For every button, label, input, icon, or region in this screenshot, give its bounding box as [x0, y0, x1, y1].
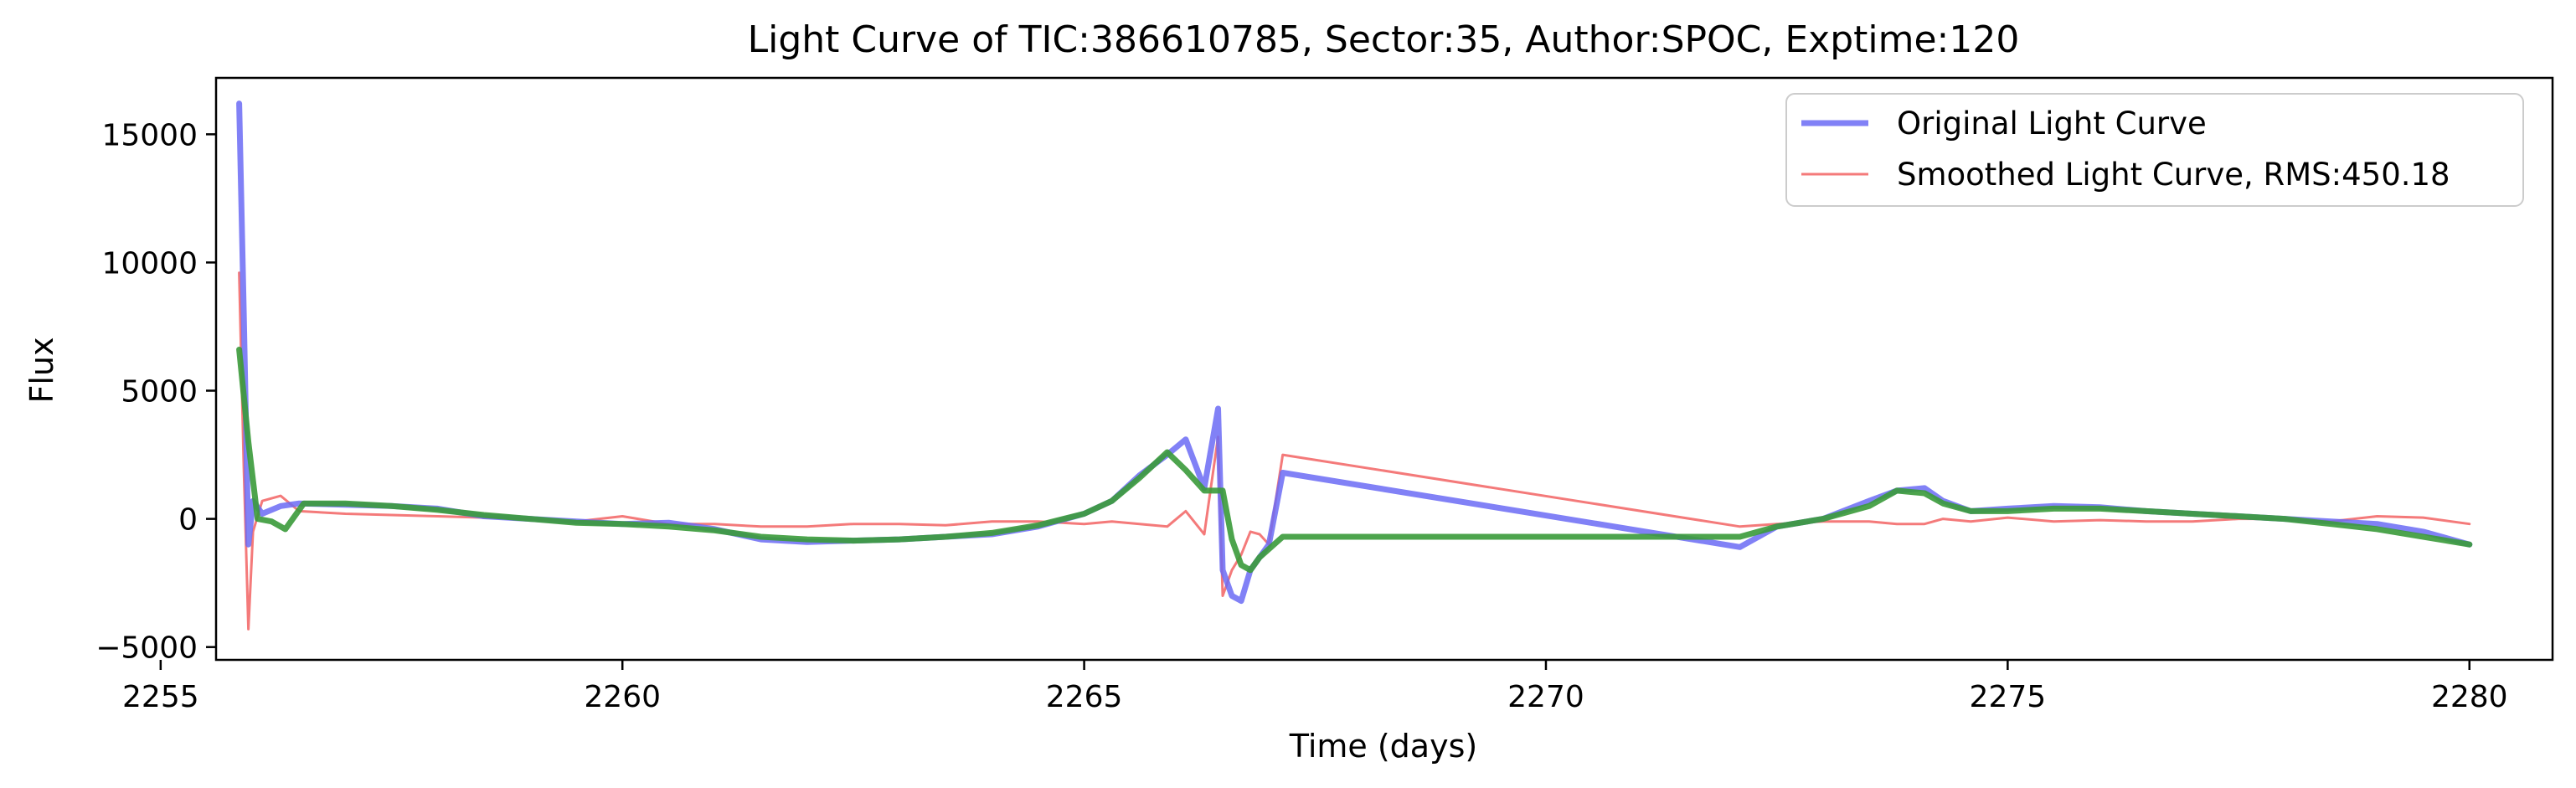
y-tick-label: 15000	[101, 118, 198, 152]
x-axis-label: Time (days)	[1289, 728, 1477, 765]
x-tick-label: 2265	[1046, 680, 1123, 714]
x-tick-label: 2280	[2431, 680, 2508, 714]
series-layer	[236, 100, 2473, 631]
plot-area	[214, 76, 2554, 662]
legend-label-smoothed: Smoothed Light Curve, RMS:450.18	[1897, 157, 2450, 193]
legend-label-original: Original Light Curve	[1897, 106, 2207, 142]
axis-ticks: 2255 2260 2265 2270 2275 2280 −5000 0 5000 10000 1…	[95, 118, 2507, 714]
legend-box	[1785, 93, 2524, 207]
chart-title: Light Curve of TIC:386610785, Sector:35,…	[748, 18, 2020, 61]
y-tick-label: 0	[178, 503, 198, 538]
series-trend-line	[236, 347, 2473, 574]
series-smoothed-line	[238, 271, 2471, 631]
y-tick-label: −5000	[95, 631, 198, 666]
legend: Original Light Curve Smoothed Light Curv…	[1785, 93, 2524, 207]
y-tick-label: 10000	[101, 246, 198, 281]
y-tick-label: 5000	[121, 375, 198, 409]
x-tick-label: 2270	[1507, 680, 1584, 714]
y-axis-label: Flux	[23, 337, 60, 404]
x-tick-label: 2260	[584, 680, 661, 714]
x-tick-label: 2255	[122, 680, 199, 714]
x-tick-label: 2275	[1970, 680, 2047, 714]
